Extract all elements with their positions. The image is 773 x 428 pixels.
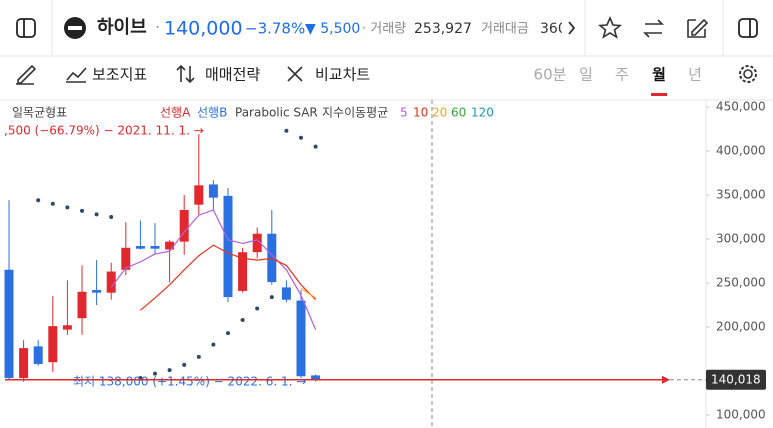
more-icon[interactable] bbox=[568, 21, 576, 35]
sar-dot bbox=[284, 128, 289, 133]
sar-dot bbox=[269, 295, 274, 300]
volume-label: · 거래량 bbox=[362, 22, 406, 37]
legend-item: Parabolic SAR bbox=[235, 106, 318, 120]
toolbar-item[interactable]: 보조지표 bbox=[92, 66, 147, 84]
current-price-label: 140,018 bbox=[711, 372, 761, 386]
sar-dot bbox=[65, 205, 70, 210]
candle-body bbox=[281, 287, 291, 300]
candle-body bbox=[296, 300, 306, 377]
legend-item: 5 bbox=[400, 106, 408, 120]
legend-item: 선행A bbox=[160, 105, 191, 120]
candle-body bbox=[4, 269, 14, 379]
edit-icon[interactable] bbox=[687, 18, 709, 38]
candle-body bbox=[92, 290, 102, 293]
y-tick-label: 200,000 bbox=[716, 320, 766, 334]
sar-dot bbox=[182, 362, 187, 367]
sar-dot bbox=[80, 208, 84, 213]
y-tick-label: 450,000 bbox=[716, 100, 766, 114]
settings-icon[interactable] bbox=[743, 69, 753, 79]
y-tick-label: 250,000 bbox=[716, 276, 766, 290]
candle-body bbox=[135, 246, 145, 249]
legend-item: 일목균형표 bbox=[12, 106, 67, 120]
sar-dot bbox=[94, 212, 99, 217]
period-tab[interactable]: 일 bbox=[579, 66, 593, 84]
moving-average bbox=[300, 287, 316, 299]
candle-body bbox=[150, 246, 160, 249]
current-price-box bbox=[706, 369, 766, 390]
candle-body bbox=[208, 184, 218, 198]
low-annotation: 최저 138,000 (+1.45%) − 2022. 6. 1. → bbox=[73, 375, 306, 389]
sar-dot bbox=[36, 198, 41, 203]
trade-value-label: 거래대금 bbox=[481, 22, 529, 37]
separator: · bbox=[155, 18, 160, 37]
panel-icon[interactable] bbox=[738, 18, 758, 38]
candle-body bbox=[179, 209, 189, 242]
y-tick-label: 100,000 bbox=[716, 408, 766, 422]
change-pct: −3.78% bbox=[245, 20, 305, 38]
candle-body bbox=[62, 325, 72, 330]
candle-body bbox=[223, 195, 233, 298]
period-tab[interactable]: 월 bbox=[652, 66, 666, 84]
candle-body bbox=[194, 185, 204, 205]
high-annotation: ,500 (−66.79%) − 2021. 11. 1. → bbox=[4, 124, 204, 138]
sar-dot bbox=[153, 371, 157, 376]
indicator-icon[interactable] bbox=[66, 67, 87, 83]
active-tab-indicator bbox=[651, 93, 667, 96]
toolbar-item[interactable]: 매매전략 bbox=[205, 66, 260, 84]
current-price-arrow bbox=[662, 375, 670, 384]
sar-dot bbox=[226, 331, 230, 336]
sar-dot bbox=[255, 306, 260, 311]
candle-body bbox=[106, 271, 116, 293]
legend-item: 20 bbox=[432, 106, 447, 120]
stock-name: 하이브 bbox=[97, 17, 147, 38]
logo bbox=[68, 26, 82, 30]
sar-dot bbox=[240, 317, 245, 322]
sar-dot bbox=[50, 201, 55, 206]
y-tick-label: 400,000 bbox=[716, 144, 766, 158]
compare-icon[interactable] bbox=[287, 66, 303, 82]
moving-average bbox=[110, 209, 317, 330]
favorite-icon[interactable] bbox=[597, 15, 623, 39]
legend-item: 지수이동평균 bbox=[322, 106, 388, 120]
sar-dot bbox=[109, 215, 114, 219]
swap-icon[interactable] bbox=[643, 19, 664, 38]
trade-value: 360 bbox=[540, 21, 567, 37]
toolbar-item[interactable]: 비교차트 bbox=[315, 66, 370, 84]
sar-dot bbox=[196, 354, 201, 359]
draw-icon[interactable] bbox=[16, 64, 37, 85]
candle-body bbox=[238, 252, 248, 291]
strategy-icon[interactable] bbox=[176, 64, 195, 84]
period-tab[interactable]: 년 bbox=[688, 66, 702, 84]
y-tick-label: 350,000 bbox=[716, 188, 766, 202]
candle-body bbox=[252, 233, 262, 253]
period-tab[interactable]: 주 bbox=[615, 66, 629, 84]
period-tab[interactable]: 60분 bbox=[534, 66, 567, 84]
panel-icon[interactable] bbox=[16, 18, 36, 38]
plot bbox=[4, 128, 321, 382]
candle-body bbox=[19, 348, 29, 379]
candle-body bbox=[33, 346, 43, 364]
change: ▼ 5,500 bbox=[305, 21, 360, 37]
sar-dot bbox=[299, 135, 303, 140]
moving-average bbox=[140, 244, 317, 311]
candle-body bbox=[121, 247, 131, 270]
volume: 253,927 bbox=[414, 21, 472, 37]
sar-dot bbox=[167, 368, 172, 373]
legend-item: 60 bbox=[451, 106, 466, 120]
price: 140,000 bbox=[164, 18, 243, 40]
settings-icon[interactable] bbox=[739, 65, 757, 83]
y-tick-label: 300,000 bbox=[716, 232, 766, 246]
candle-body bbox=[48, 326, 58, 363]
candle-body bbox=[77, 291, 87, 319]
sar-dot bbox=[211, 342, 216, 347]
legend-item: 120 bbox=[471, 106, 494, 120]
legend-item: 10 bbox=[413, 106, 428, 120]
legend-item: 선행B bbox=[197, 105, 227, 120]
sar-dot bbox=[313, 144, 318, 149]
candle-body bbox=[311, 375, 321, 380]
candle-body bbox=[165, 241, 175, 250]
